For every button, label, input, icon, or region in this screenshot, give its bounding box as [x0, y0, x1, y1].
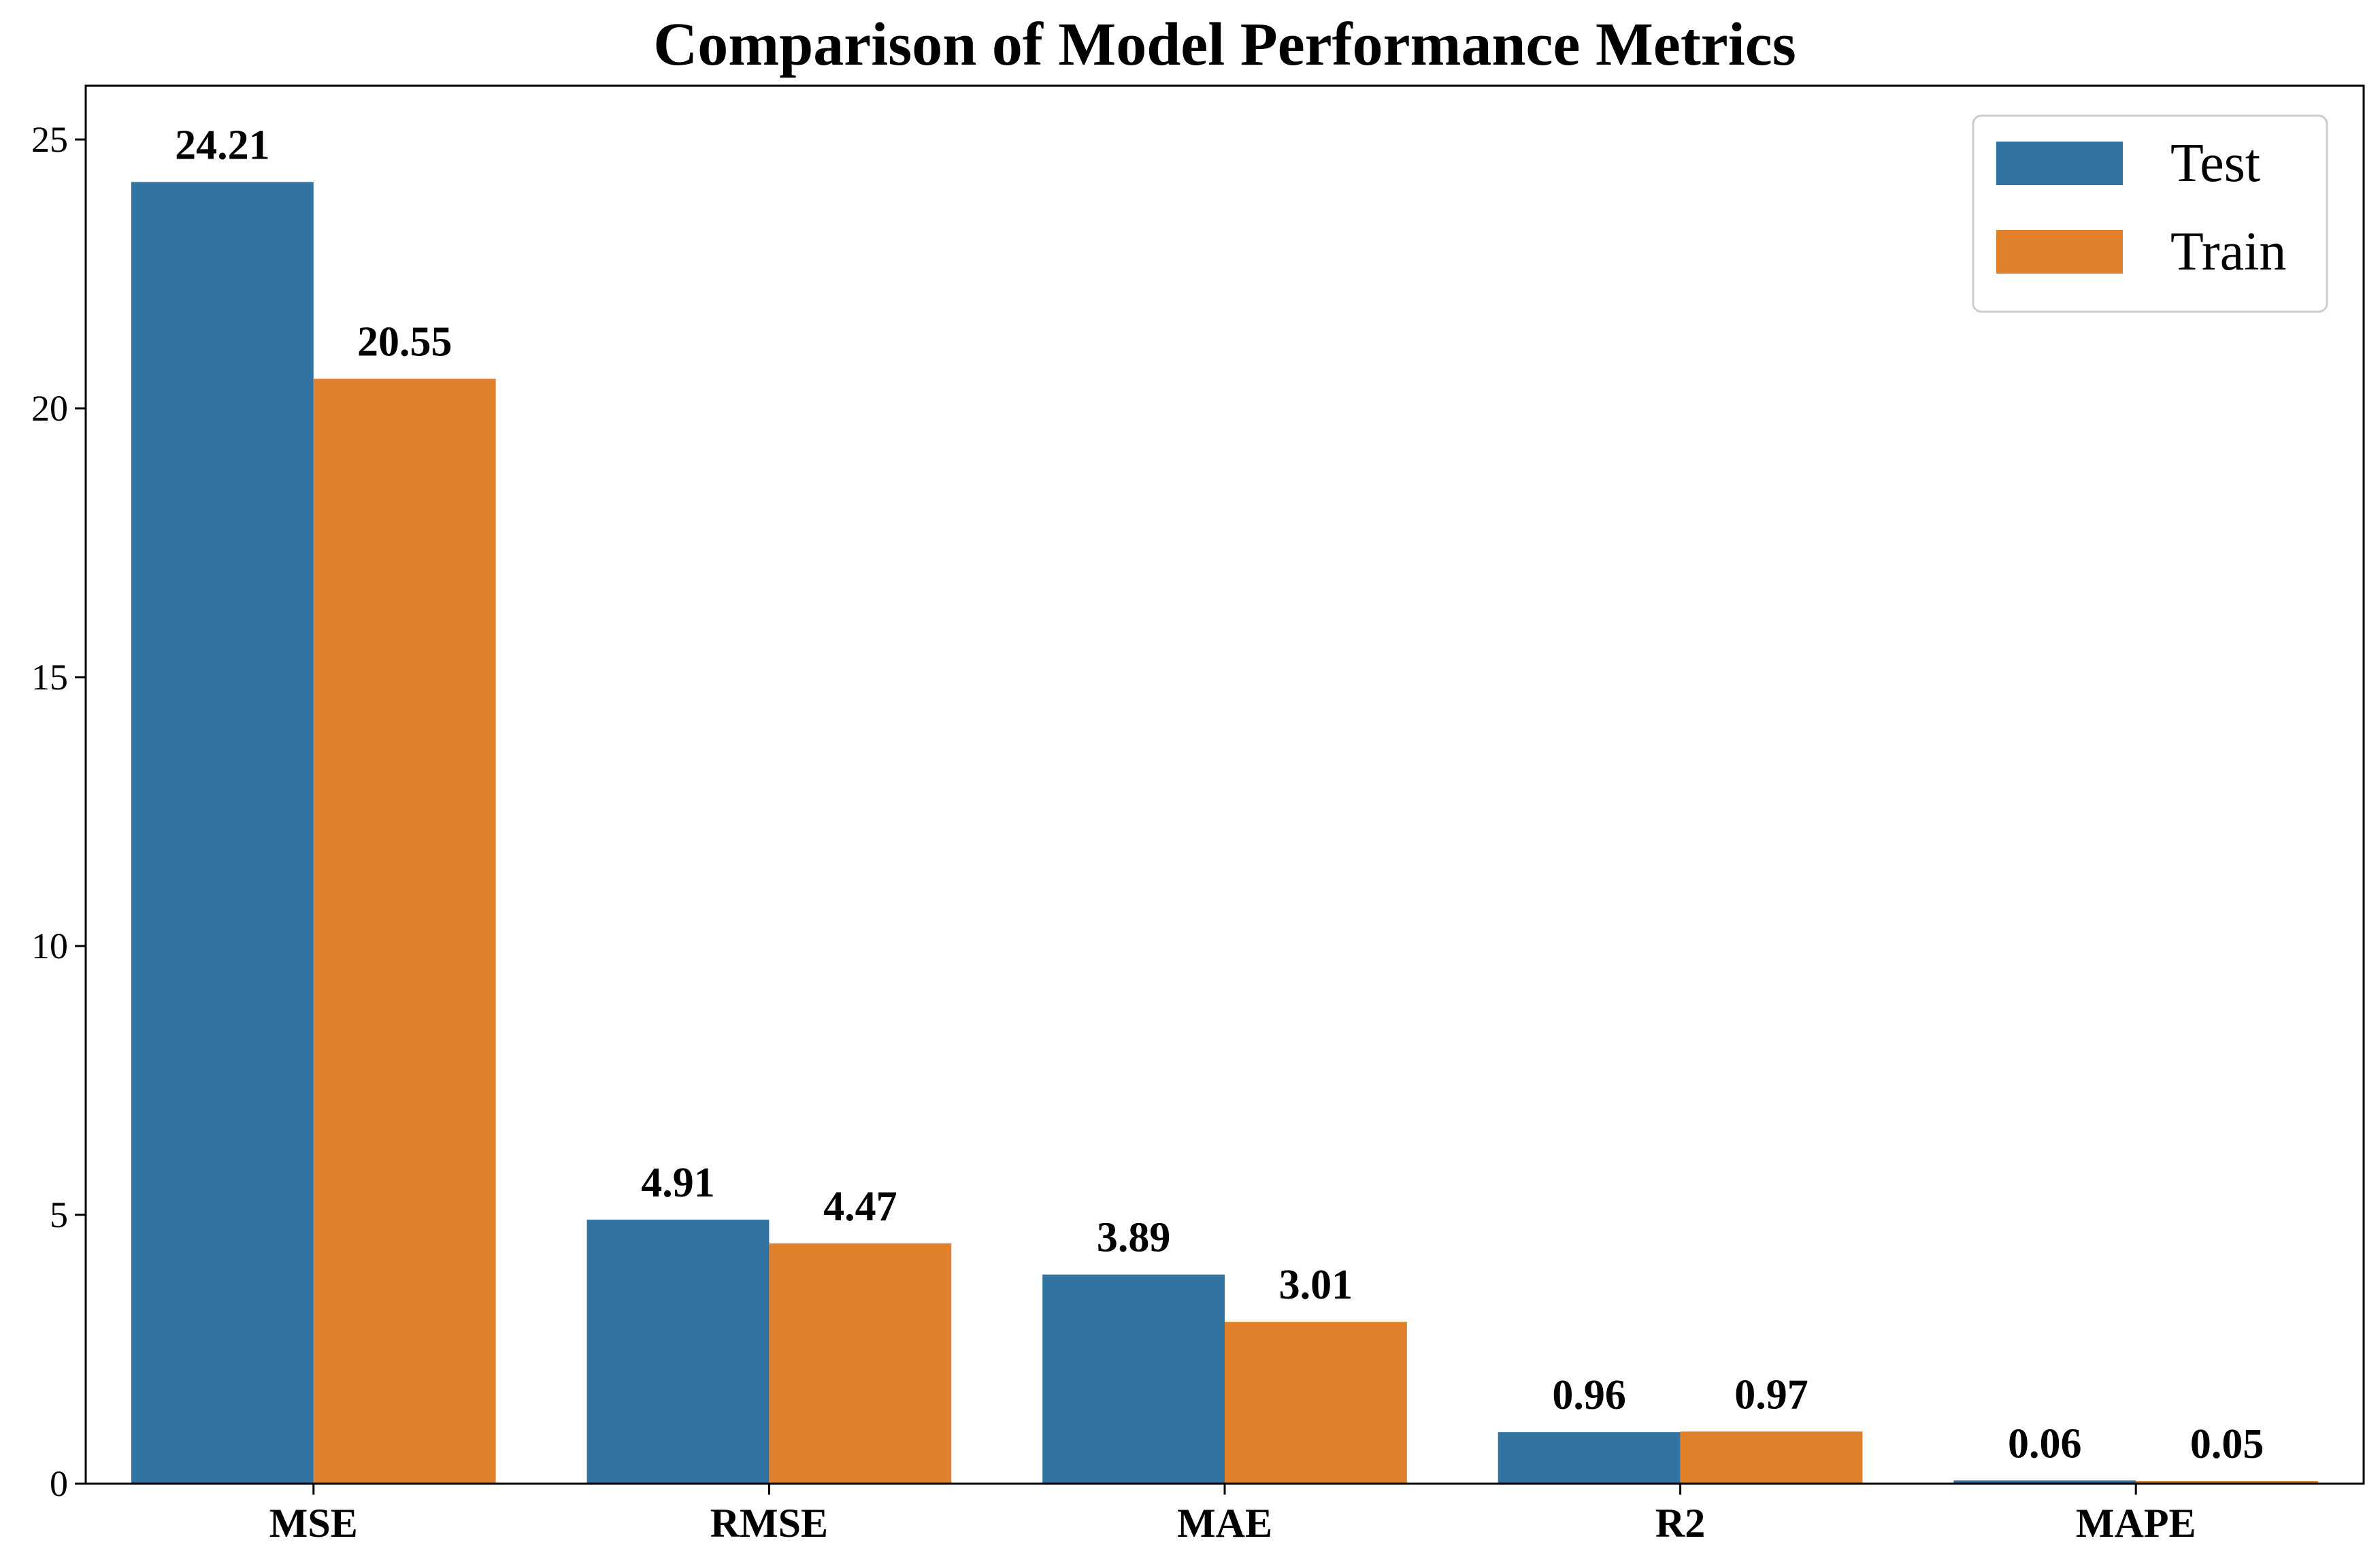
bar-value-label: 4.47 — [823, 1184, 897, 1230]
y-axis: 0 5 10 15 20 25 — [31, 119, 86, 1504]
bar-train — [313, 378, 496, 1484]
legend-label: Test — [2170, 133, 2260, 193]
bar-train — [1225, 1322, 1407, 1484]
bar-value-label: 4.91 — [641, 1160, 715, 1206]
x-tick-label: RMSE — [710, 1501, 828, 1546]
bar-test — [1498, 1432, 1681, 1484]
legend-swatch-test — [1996, 142, 2123, 185]
x-tick-label: MAE — [1177, 1501, 1272, 1546]
bar-value-label: 0.97 — [1734, 1371, 1808, 1418]
bar-value-label: 20.55 — [357, 319, 452, 365]
data-labels-layer: 24.21 20.55 4.91 4.47 3.89 3.01 0.96 0.97 0.06 0.… — [175, 122, 2264, 1467]
x-tick-label: R2 — [1655, 1501, 1705, 1546]
y-tick-label: 5 — [50, 1194, 68, 1235]
bar-test — [1042, 1274, 1225, 1484]
bar-test — [131, 182, 314, 1484]
legend: Test Train — [1972, 114, 2328, 313]
bar-value-label: 24.21 — [175, 122, 270, 168]
y-tick-label: 0 — [50, 1463, 68, 1504]
bar-value-label: 3.89 — [1097, 1215, 1171, 1261]
y-tick-label: 25 — [31, 119, 68, 160]
y-tick-label: 20 — [31, 388, 68, 429]
bar-test — [586, 1220, 770, 1484]
bar-test — [1953, 1480, 2136, 1484]
x-tick-label: MAPE — [2076, 1501, 2196, 1546]
chart-title: Comparison of Model Performance Metrics — [653, 11, 1796, 78]
y-tick-label: 15 — [31, 657, 68, 698]
bars-layer — [131, 182, 2319, 1484]
bar-value-label: 0.05 — [2190, 1421, 2264, 1467]
bar-train — [1680, 1431, 1863, 1484]
x-axis: MSE RMSE MAE R2 MAPE — [269, 1484, 2196, 1546]
bar-value-label: 0.06 — [2008, 1420, 2082, 1467]
bar-train — [2136, 1481, 2319, 1484]
legend-swatch-train — [1996, 230, 2123, 274]
bar-value-label: 3.01 — [1279, 1262, 1353, 1308]
x-tick-label: MSE — [269, 1501, 358, 1546]
legend-label: Train — [2170, 222, 2286, 282]
bar-value-label: 0.96 — [1552, 1372, 1626, 1418]
plot-frame — [84, 84, 2365, 1485]
y-tick-label: 10 — [31, 926, 68, 966]
bar-train — [769, 1243, 952, 1484]
